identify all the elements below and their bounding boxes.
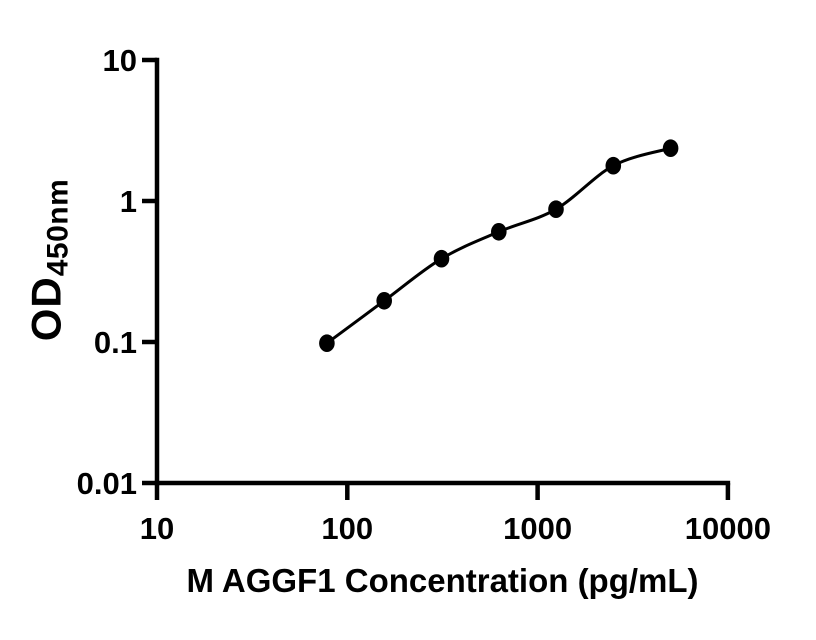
y-tick-label: 10 [103, 43, 137, 78]
y-tick-label: 0.01 [77, 466, 137, 501]
y-tick-label: 0.1 [94, 325, 137, 360]
x-axis-title: M AGGF1 Concentration (pg/mL) [186, 562, 699, 599]
data-point [605, 156, 622, 175]
data-point [376, 292, 393, 310]
data-point [433, 249, 450, 268]
x-tick-label: 10 [140, 511, 174, 546]
data-point [548, 200, 564, 218]
x-tick-label: 100 [321, 511, 373, 546]
y-tick-label: 1 [120, 184, 137, 219]
x-tick-label: 1000 [503, 511, 572, 546]
data-point [319, 334, 335, 353]
x-tick-label: 10000 [685, 511, 771, 546]
data-point [491, 223, 507, 241]
data-point [662, 139, 679, 157]
standard-curve-line [326, 146, 672, 345]
